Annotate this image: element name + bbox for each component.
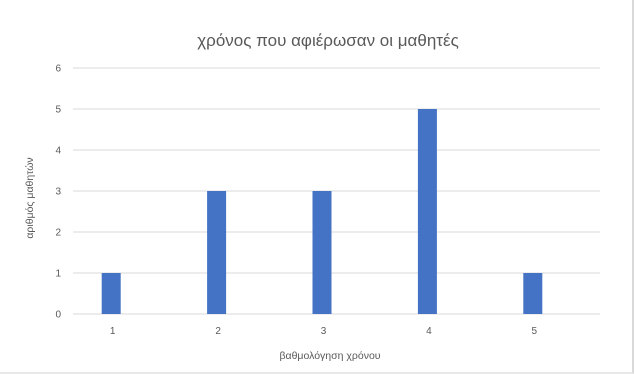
x-tick-label: 3 bbox=[321, 326, 327, 337]
x-tick-label: 5 bbox=[532, 326, 538, 337]
y-axis-ticks: 0 1 2 3 4 5 6 bbox=[55, 64, 61, 321]
bar-4 bbox=[417, 109, 437, 314]
y-tick-label: 3 bbox=[55, 187, 61, 198]
bar-1 bbox=[101, 273, 121, 314]
bar-3 bbox=[312, 191, 332, 314]
bar-5 bbox=[523, 273, 543, 314]
y-tick-label: 0 bbox=[55, 310, 61, 321]
y-tick-label: 6 bbox=[55, 64, 61, 75]
y-axis-label: αριθμός μαθητών bbox=[24, 157, 36, 238]
x-axis-label: βαθμολόγηση χρόνου bbox=[279, 350, 380, 362]
gridlines bbox=[73, 67, 600, 315]
y-tick-label: 5 bbox=[55, 105, 61, 116]
x-tick-label: 1 bbox=[110, 326, 116, 337]
bar-2 bbox=[207, 191, 227, 314]
y-tick-label: 2 bbox=[55, 228, 61, 239]
x-axis-ticks: 1 2 3 4 5 bbox=[110, 326, 538, 337]
y-tick-label: 1 bbox=[55, 269, 61, 280]
x-tick-label: 2 bbox=[215, 326, 221, 337]
x-tick-label: 4 bbox=[426, 326, 432, 337]
y-tick-label: 4 bbox=[55, 146, 61, 157]
chart-title: χρόνος που αφιέρωσαν οι μαθητές bbox=[197, 31, 459, 50]
bars bbox=[101, 109, 543, 314]
